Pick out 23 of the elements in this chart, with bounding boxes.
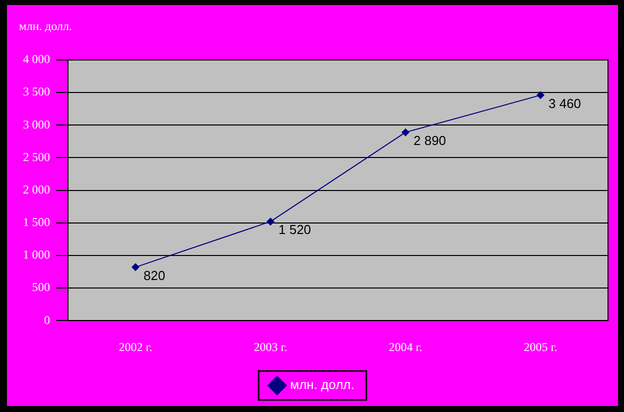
y-tick-label: 1 000 (23, 248, 50, 262)
y-tick-label: 3 000 (23, 117, 50, 132)
y-tick-label: 500 (32, 280, 50, 294)
data-label: 3 460 (548, 96, 582, 111)
point (402, 128, 410, 136)
y-tick-label: 2 500 (23, 150, 50, 164)
data-label: 2 890 (414, 132, 446, 148)
x-tick-label: 2004 г. (388, 340, 422, 354)
point (132, 263, 140, 272)
data-label: 1 520 (278, 222, 312, 238)
y-tick-label: 3 500 (23, 84, 50, 99)
point (536, 91, 544, 100)
y-tick-label: 4 000 (23, 52, 50, 66)
y-tick-label: 1 500 (23, 215, 50, 230)
legend-label: млн. долл. (290, 377, 354, 392)
x-tick-label: 2005 г. (524, 340, 558, 354)
x-tick-label: 2003 г. (254, 340, 288, 354)
y-tick-label: 0 (44, 312, 50, 327)
x-tick-label: 2002 г. (118, 340, 152, 354)
y-axis-title: млн. долл. (19, 19, 72, 34)
y-tick-label: 2 000 (23, 182, 50, 196)
point (266, 218, 274, 226)
data-label: 820 (144, 268, 166, 283)
